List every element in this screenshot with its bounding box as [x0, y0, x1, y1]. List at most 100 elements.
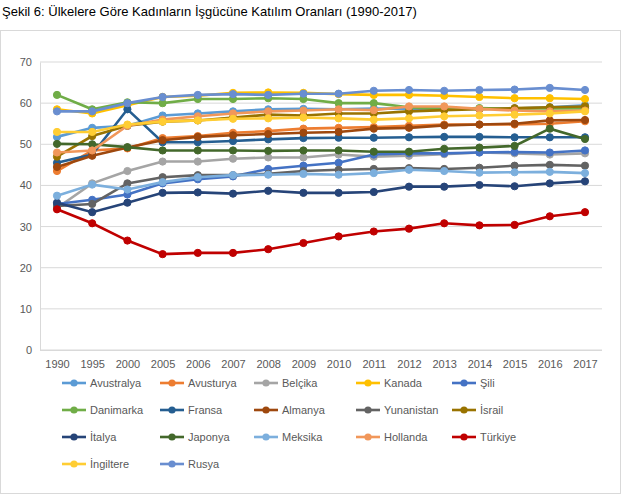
y-tick-label: 10 [20, 303, 32, 315]
series-marker [441, 87, 448, 94]
legend-marker [460, 406, 467, 413]
x-tick: 2014 [468, 350, 492, 370]
series-marker [581, 107, 588, 114]
y-tick: 60 [20, 97, 40, 109]
series-marker [511, 95, 518, 102]
legend-label: İtalya [90, 431, 117, 443]
series-marker [194, 117, 201, 124]
series-marker [265, 147, 272, 154]
series-marker [476, 121, 483, 128]
series [53, 166, 588, 199]
series-marker [53, 128, 60, 135]
series-marker [405, 148, 412, 155]
legend-label: Türkiye [480, 431, 516, 443]
series-marker [335, 128, 342, 135]
series-marker [159, 93, 166, 100]
series-marker [159, 147, 166, 154]
x-tick-label: 2012 [397, 358, 421, 370]
series-marker [124, 121, 131, 128]
series [53, 149, 588, 212]
series-marker [441, 122, 448, 129]
series-marker [546, 168, 553, 175]
y-tick-label: 20 [20, 262, 32, 274]
series-marker [124, 144, 131, 151]
x-tick: 1990 [45, 350, 69, 370]
series-marker [511, 221, 518, 228]
series-marker [53, 149, 60, 156]
legend-label: İsrail [480, 404, 503, 416]
series-marker [405, 134, 412, 141]
x-tick: 2000 [116, 350, 140, 370]
series-marker [265, 170, 272, 177]
series-line [57, 129, 585, 152]
series [53, 106, 588, 167]
series-marker [194, 158, 201, 165]
series-line [57, 109, 585, 162]
x-tick-label: 2011 [362, 358, 386, 370]
y-axis: 010203040506070 [20, 56, 41, 356]
series-marker [581, 169, 588, 176]
series-marker [370, 87, 377, 94]
legend-label: Rusya [188, 458, 220, 470]
legend-marker [70, 433, 77, 440]
series-marker [441, 167, 448, 174]
series-marker [124, 167, 131, 174]
legend-marker [70, 460, 77, 467]
series-marker [89, 220, 96, 227]
y-tick: 30 [20, 221, 40, 233]
series-marker [229, 132, 236, 139]
series-marker [335, 147, 342, 154]
series-marker [300, 114, 307, 121]
legend-label: Japonya [188, 431, 230, 443]
series-marker [335, 90, 342, 97]
series-marker [581, 209, 588, 216]
series-marker [476, 121, 483, 128]
legend-marker [364, 406, 371, 413]
series-marker [476, 104, 483, 111]
y-tick: 40 [20, 179, 40, 191]
series-marker [441, 183, 448, 190]
series-marker [300, 239, 307, 246]
series-marker [265, 130, 272, 137]
legend-label: Belçika [282, 377, 318, 389]
x-axis-line [40, 350, 602, 351]
series-marker [265, 246, 272, 253]
x-tick: 2007 [221, 350, 245, 370]
series-marker [194, 117, 201, 124]
series-marker [335, 115, 342, 122]
legend-marker [168, 433, 175, 440]
series-marker [405, 86, 412, 93]
x-tick: 2015 [503, 350, 527, 370]
legend-item: Hollanda [356, 431, 428, 443]
series-marker [546, 161, 553, 168]
x-tick-label: 2017 [573, 358, 597, 370]
series-marker [53, 192, 60, 199]
series-marker [441, 145, 448, 152]
series-marker [229, 172, 236, 179]
x-tick: 2005 [151, 350, 175, 370]
series-marker [300, 189, 307, 196]
series-line [57, 150, 585, 203]
series-line [57, 106, 585, 156]
y-tick: 50 [20, 138, 40, 150]
series-marker [441, 220, 448, 227]
grid-line [40, 267, 602, 268]
series-marker [546, 95, 553, 102]
grid-line [40, 308, 602, 309]
series-marker [335, 106, 342, 113]
series-marker [89, 200, 96, 207]
legend-marker [262, 433, 269, 440]
grid-line [40, 350, 602, 351]
series-marker [476, 222, 483, 229]
legend-item: Meksika [254, 431, 323, 443]
series-marker [300, 89, 307, 96]
series-marker [159, 137, 166, 144]
series-marker [511, 134, 518, 141]
x-tick-label: 2007 [221, 358, 245, 370]
x-tick-label: 2010 [327, 358, 351, 370]
series-marker [511, 111, 518, 118]
x-tick-label: 2009 [292, 358, 316, 370]
series-marker [581, 178, 588, 185]
series [53, 103, 588, 160]
y-axis-line [40, 63, 41, 351]
